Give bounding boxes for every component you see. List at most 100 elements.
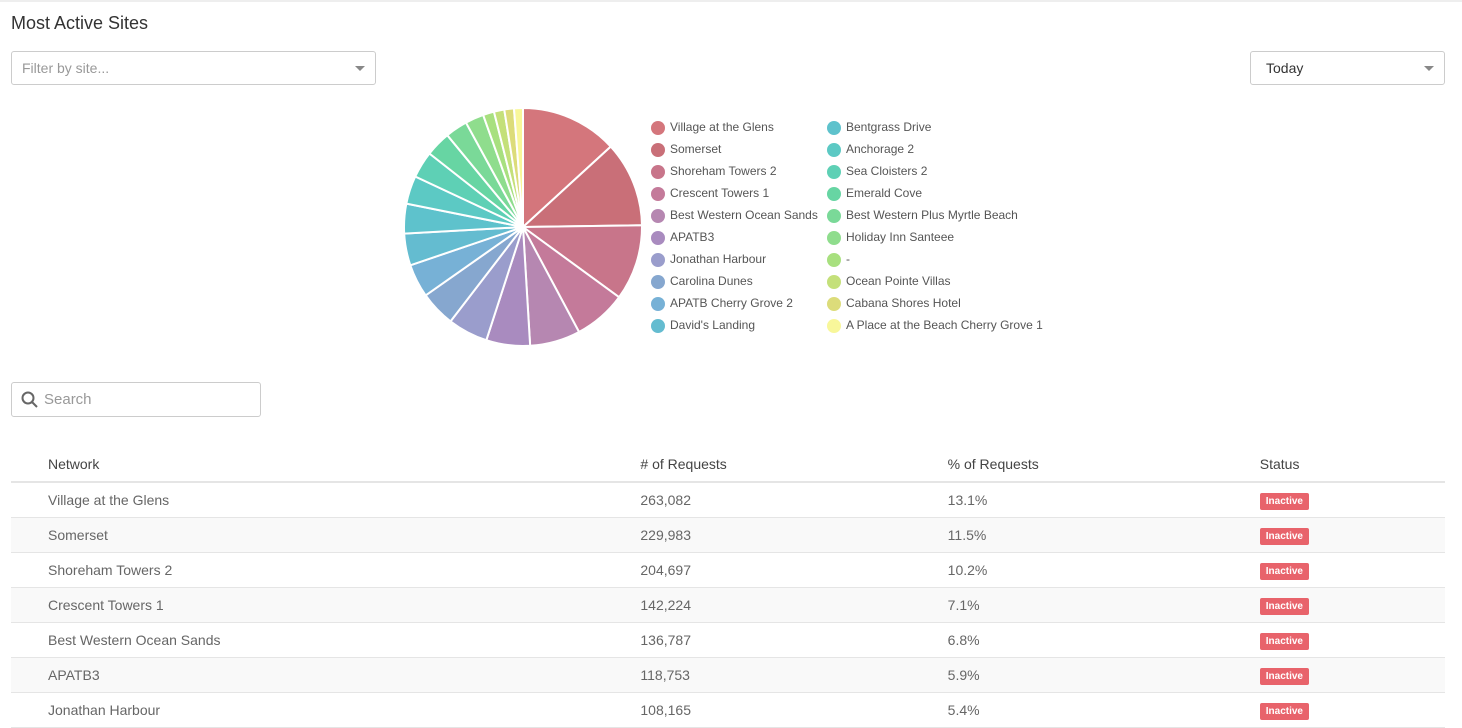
table-cell: APATB3 — [11, 657, 641, 693]
legend-label: Ocean Pointe Villas — [846, 274, 951, 288]
table-row: Village at the Glens 263,082 13.1% Inactive — [11, 482, 1445, 518]
table-cell: 5.9% — [947, 657, 1260, 693]
table-cell: Shoreham Towers 2 — [11, 552, 641, 588]
legend-label: Shoreham Towers 2 — [670, 164, 777, 178]
table-cell: 136,787 — [640, 622, 948, 658]
legend-swatch — [827, 231, 841, 245]
pie-slice — [519, 224, 643, 299]
status-badge: Inactive — [1259, 562, 1309, 580]
legend-swatch — [827, 319, 841, 333]
legend-swatch — [827, 209, 841, 223]
legend-label: Somerset — [670, 142, 722, 156]
legend-swatch — [827, 275, 841, 289]
table-cell: Inactive — [1259, 657, 1445, 693]
status-badge: Inactive — [1259, 492, 1309, 510]
table-cell: Jonathan Harbour — [11, 692, 641, 728]
table-row: Somerset 229,983 11.5% Inactive — [11, 517, 1445, 553]
table-cell: Inactive — [1259, 692, 1445, 728]
legend-label: Sea Cloisters 2 — [846, 164, 928, 178]
legend-label: APATB Cherry Grove 2 — [670, 296, 793, 310]
legend-swatch — [827, 143, 841, 157]
search-icon — [21, 391, 38, 408]
sites-table: Network # of Requests% of Requests Status V… — [11, 447, 1445, 728]
table-cell: Somerset — [11, 517, 641, 553]
legend-label: Crescent Towers 1 — [670, 186, 769, 200]
legend-swatch — [651, 297, 665, 311]
table-cell: 142,224 — [640, 587, 948, 623]
status-badge: Inactive — [1259, 527, 1309, 545]
table-cell: Inactive — [1259, 482, 1445, 518]
table-row: Crescent Towers 1 142,224 7.1% Inactive — [11, 587, 1445, 623]
status-badge: Inactive — [1259, 667, 1309, 685]
site-filter-placeholder: Filter by site... — [22, 60, 110, 76]
legend-label: A Place at the Beach Cherry Grove 1 — [846, 318, 1043, 332]
legend-swatch — [651, 121, 665, 135]
site-filter[interactable]: Filter by site... — [11, 51, 376, 85]
pie-slice — [522, 106, 613, 230]
column-header: % of Requests — [947, 447, 1260, 483]
caret — [1424, 66, 1434, 71]
legend-label: Bentgrass Drive — [846, 120, 932, 134]
table-cell: Crescent Towers 1 — [11, 587, 641, 623]
table-cell: 118,753 — [640, 657, 948, 693]
legend-swatch — [651, 209, 665, 223]
legend-swatch — [651, 231, 665, 245]
legend-swatch — [651, 143, 665, 157]
table-cell: 7.1% — [947, 587, 1260, 623]
table-cell: Inactive — [1259, 552, 1445, 588]
search-placeholder: Search — [44, 391, 92, 408]
table-cell: 13.1% — [947, 482, 1260, 518]
legend-label: Village at the Glens — [670, 120, 774, 134]
chart: Village at the Glens Somerset Shoreham Tow… — [403, 106, 1043, 347]
legend-swatch — [651, 165, 665, 179]
legend-label: David's Landing — [670, 318, 755, 332]
table-row: Best Western Ocean Sands 136,787 6.8% Inact… — [11, 622, 1445, 658]
table-cell: 263,082 — [640, 482, 948, 518]
table-cell: 11.5% — [947, 517, 1260, 553]
pie-slice — [512, 106, 524, 228]
legend-swatch — [651, 275, 665, 289]
table-cell: 10.2% — [947, 552, 1260, 588]
caret — [355, 66, 365, 71]
column-header: Network — [11, 447, 641, 483]
legend-label: Anchorage 2 — [846, 142, 914, 156]
column-header: # of Requests — [640, 447, 948, 483]
table-cell: Inactive — [1259, 622, 1445, 658]
legend-label: - — [846, 252, 850, 266]
legend-swatch — [827, 165, 841, 179]
top-border — [0, 0, 1462, 2]
legend-label: Holiday Inn Santeee — [846, 230, 954, 244]
status-badge: Inactive — [1259, 632, 1309, 650]
search-box[interactable]: Search — [11, 382, 261, 417]
legend-swatch — [651, 319, 665, 333]
page-title: Most Active Sites — [11, 13, 149, 33]
table-cell: 5.4% — [947, 692, 1260, 728]
period-select[interactable]: Today — [1250, 51, 1445, 85]
table-cell: 108,165 — [640, 692, 948, 728]
table-cell: Inactive — [1259, 517, 1445, 553]
legend-swatch — [827, 121, 841, 135]
legend-label: APATB3 — [670, 230, 715, 244]
table-cell: Inactive — [1259, 587, 1445, 623]
legend-swatch — [827, 297, 841, 311]
header-row: Network # of Requests% of Requests Status — [11, 447, 1445, 483]
period-value: Today — [1266, 60, 1304, 76]
legend-label: Cabana Shores Hotel — [846, 296, 961, 310]
legend-label: Emerald Cove — [846, 186, 922, 200]
table-cell: Best Western Ocean Sands — [11, 622, 641, 658]
legend-swatch — [651, 187, 665, 201]
table-cell: Village at the Glens — [11, 482, 641, 518]
legend-label: Jonathan Harbour — [670, 252, 766, 266]
table-row: Jonathan Harbour 108,165 5.4% Inactive — [11, 692, 1445, 728]
table-row: APATB3 118,753 5.9% Inactive — [11, 657, 1445, 693]
column-header: Status — [1259, 447, 1445, 483]
pie-slice — [520, 145, 644, 229]
status-badge: Inactive — [1259, 597, 1309, 615]
table-cell: 6.8% — [947, 622, 1260, 658]
status-badge: Inactive — [1259, 702, 1309, 720]
table-cell: 204,697 — [640, 552, 948, 588]
table-row: Shoreham Towers 2 204,697 10.2% Inactive — [11, 552, 1445, 588]
legend-swatch — [827, 253, 841, 267]
legend-swatch — [827, 187, 841, 201]
